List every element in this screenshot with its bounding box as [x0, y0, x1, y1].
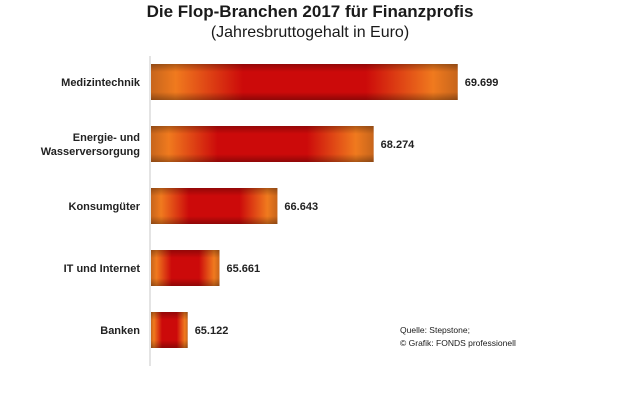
bar-shading: [151, 250, 220, 286]
value-label: 65.122: [195, 325, 229, 337]
bar-shading: [151, 312, 188, 348]
value-label: 65.661: [226, 263, 260, 275]
chart-subtitle: (Jahresbruttogehalt in Euro): [210, 24, 410, 41]
source-line-1: Quelle: Stepstone;: [400, 325, 470, 335]
category-label: Wasserversorgung: [41, 146, 140, 158]
chart-title: Die Flop-Branchen 2017 für Finanzprofis: [146, 2, 474, 21]
category-label: Banken: [100, 325, 140, 337]
value-label: 68.274: [381, 139, 416, 151]
category-label: Energie- und: [73, 132, 140, 144]
bar-shading: [151, 126, 374, 162]
category-label: IT und Internet: [64, 263, 141, 275]
bar-shading: [151, 64, 458, 100]
value-label: 66.643: [284, 201, 318, 213]
category-label: Konsumgüter: [69, 201, 141, 213]
category-label: Medizintechnik: [61, 77, 141, 89]
value-label: 69.699: [465, 77, 499, 89]
source-note: Quelle: Stepstone; © Grafik: FONDS profe…: [400, 324, 516, 350]
bar-shading: [151, 188, 278, 224]
source-line-2: © Grafik: FONDS professionell: [400, 338, 516, 348]
